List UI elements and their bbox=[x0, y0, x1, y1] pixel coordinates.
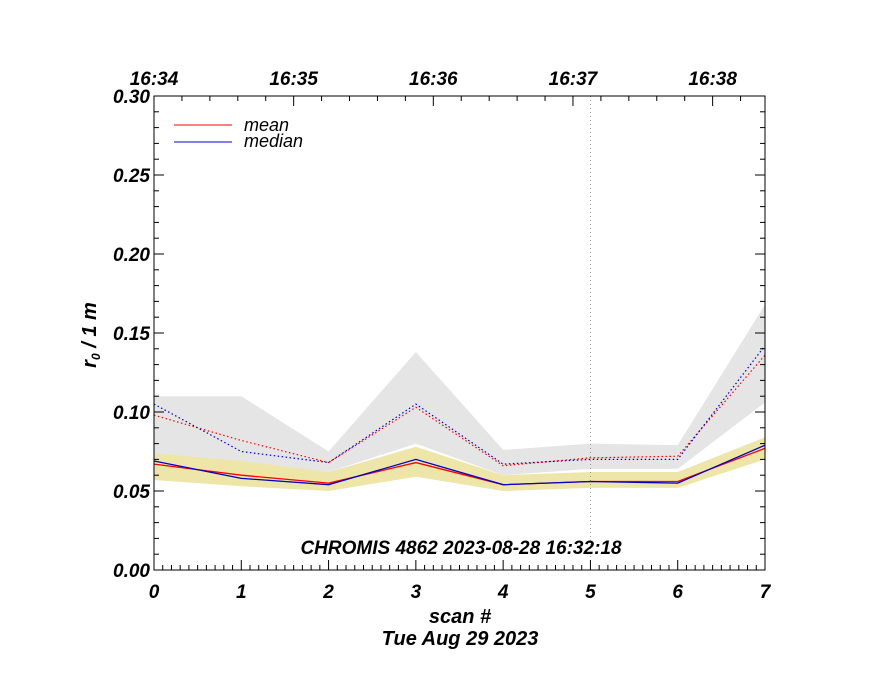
y-tick-label: 0.00 bbox=[113, 561, 150, 582]
series-line-0 bbox=[153, 447, 766, 486]
x-tick-label: 7 bbox=[760, 582, 772, 603]
legend: mean median bbox=[174, 115, 303, 151]
x-tick-label: 6 bbox=[672, 582, 683, 603]
top-tick-label: 16:34 bbox=[130, 69, 179, 90]
y-tick-label: 0.10 bbox=[113, 403, 150, 424]
top-tick-label: 16:38 bbox=[688, 69, 737, 90]
x-tick-label: 1 bbox=[236, 582, 247, 603]
legend-median-label: median bbox=[244, 131, 303, 151]
top-tick-label: 16:36 bbox=[409, 69, 458, 90]
legend-mean-label: mean bbox=[244, 115, 289, 135]
top-tick-label: 16:37 bbox=[549, 69, 599, 90]
bands-layer bbox=[154, 304, 765, 491]
x-axis-title: scan # bbox=[429, 606, 492, 628]
y-tick-label: 0.15 bbox=[113, 324, 150, 345]
date-label: Tue Aug 29 2023 bbox=[382, 628, 539, 650]
y-tick-label: 0.30 bbox=[113, 87, 150, 108]
x-tick-label: 0 bbox=[149, 582, 160, 603]
chart-annotation: CHROMIS 4862 2023-08-28 16:32:18 bbox=[300, 538, 622, 559]
x-tick-label: 2 bbox=[322, 582, 334, 603]
y-tick-label: 0.20 bbox=[113, 245, 150, 266]
series-line-1 bbox=[153, 444, 766, 486]
y-axis-title-sub: 0 bbox=[89, 353, 103, 360]
x-tick-label: 5 bbox=[585, 582, 596, 603]
y-axis-title: r0 / 1 m bbox=[79, 302, 103, 368]
y-axis-title-main: r bbox=[79, 359, 101, 368]
series-line-3 bbox=[153, 345, 766, 465]
ticks-layer bbox=[153, 95, 766, 571]
x-tick-label: 3 bbox=[411, 582, 422, 603]
y-axis-title-rest: / 1 m bbox=[79, 302, 101, 353]
y-tick-label: 0.25 bbox=[113, 166, 150, 187]
labels-layer: 0 1 2 3 4 5 6 7 16:34 16:35 16:36 16:37 16:38 0.00 0.0… bbox=[113, 69, 772, 603]
series-layer bbox=[153, 345, 766, 486]
plot-frame bbox=[153, 95, 766, 571]
series-line-2 bbox=[153, 354, 766, 467]
top-tick-label: 16:35 bbox=[269, 69, 318, 90]
x-tick-label: 4 bbox=[497, 582, 509, 603]
band-0 bbox=[154, 304, 765, 476]
band-1 bbox=[154, 437, 765, 491]
y-tick-label: 0.05 bbox=[113, 482, 150, 503]
